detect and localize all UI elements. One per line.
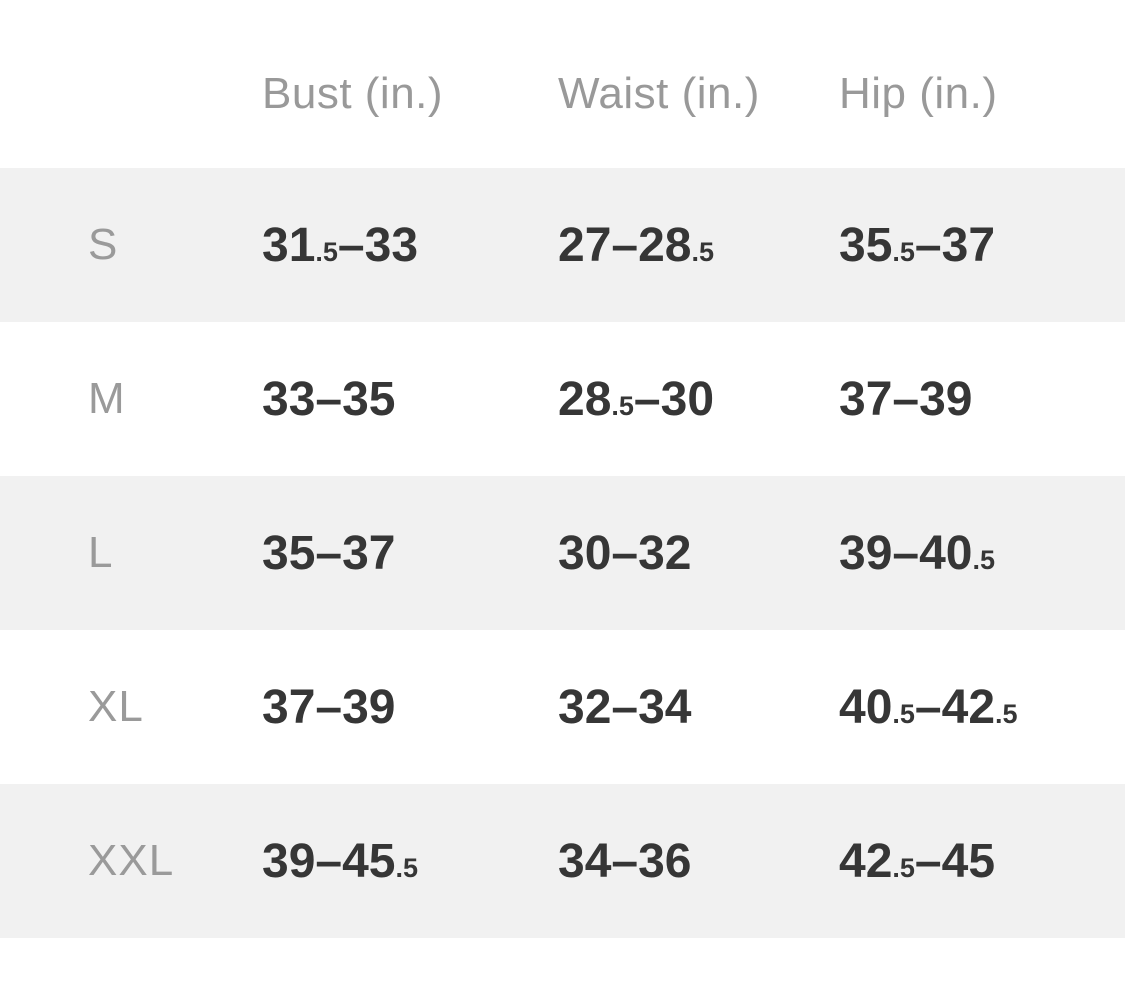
header-hip: Hip (in.) xyxy=(839,69,998,118)
value-number: 30 xyxy=(558,526,612,580)
value-number: 40 xyxy=(839,680,893,734)
value-number: 45 xyxy=(342,834,396,888)
value-number: 35 xyxy=(839,218,893,272)
header-waist: Waist (in.) xyxy=(558,69,760,118)
size-label: S xyxy=(88,220,119,269)
value-fraction: .5 xyxy=(972,544,996,575)
range-dash: – xyxy=(315,680,343,734)
waist-cell: 28.5–30 xyxy=(558,372,839,427)
value-number: 42 xyxy=(839,834,893,888)
range-dash: – xyxy=(914,834,942,888)
value-number: 35 xyxy=(342,372,396,426)
value-number: 39 xyxy=(919,372,973,426)
size-label: XL xyxy=(88,682,144,731)
hip-cell: 37–39 xyxy=(839,372,1125,427)
value-number: 27 xyxy=(558,218,612,272)
value-number: 35 xyxy=(262,526,316,580)
size-label: M xyxy=(88,374,126,423)
waist-cell: 27–28.5 xyxy=(558,218,839,273)
bust-cell: 33–35 xyxy=(262,372,558,427)
value-number: 28 xyxy=(638,218,692,272)
value-number: 30 xyxy=(660,372,715,426)
value-number: 28 xyxy=(558,372,612,426)
size-label: XXL xyxy=(88,836,175,885)
range-dash: – xyxy=(337,218,365,272)
range-dash: – xyxy=(611,834,639,888)
value-number: 34 xyxy=(638,680,692,734)
bust-cell: 37–39 xyxy=(262,680,558,735)
value-fraction: .5 xyxy=(892,852,915,883)
value-fraction: .5 xyxy=(892,236,915,267)
value-number: 36 xyxy=(638,834,692,888)
hip-cell: 39–40.5 xyxy=(839,526,1125,581)
value-number: 37 xyxy=(342,526,396,580)
bust-cell: 35–37 xyxy=(262,526,558,581)
value-number: 42 xyxy=(941,680,996,734)
waist-cell: 32–34 xyxy=(558,680,839,735)
hip-cell: 42.5–45 xyxy=(839,834,1125,889)
value-fraction: .5 xyxy=(995,698,1018,729)
table-row: XXL 39–45.5 34–36 42.5–45 xyxy=(0,784,1125,938)
value-number: 37 xyxy=(839,372,893,426)
value-number: 32 xyxy=(638,526,692,580)
value-fraction: .5 xyxy=(395,852,419,883)
range-dash: – xyxy=(315,834,343,888)
waist-cell: 34–36 xyxy=(558,834,839,889)
table-row: L 35–37 30–32 39–40.5 xyxy=(0,476,1125,630)
value-number: 37 xyxy=(262,680,316,734)
hip-cell: 40.5–42.5 xyxy=(839,680,1125,735)
range-dash: – xyxy=(914,218,942,272)
size-label: L xyxy=(88,528,114,577)
table-row: XL 37–39 32–34 40.5–42.5 xyxy=(0,630,1125,784)
value-fraction: .5 xyxy=(611,390,634,421)
value-number: 32 xyxy=(558,680,612,734)
value-number: 40 xyxy=(919,526,973,580)
table-header-row: Bust (in.) Waist (in.) Hip (in.) xyxy=(0,0,1125,168)
value-number: 45 xyxy=(941,834,996,888)
value-fraction: .5 xyxy=(315,236,338,267)
range-dash: – xyxy=(315,372,343,426)
range-dash: – xyxy=(892,526,920,580)
range-dash: – xyxy=(633,372,661,426)
bust-cell: 31.5–33 xyxy=(262,218,558,273)
value-number: 39 xyxy=(262,834,316,888)
table-row: M 33–35 28.5–30 37–39 xyxy=(0,322,1125,476)
range-dash: – xyxy=(611,526,639,580)
range-dash: – xyxy=(914,680,942,734)
value-number: 31 xyxy=(262,218,316,272)
range-dash: – xyxy=(892,372,920,426)
bust-cell: 39–45.5 xyxy=(262,834,558,889)
waist-cell: 30–32 xyxy=(558,526,839,581)
hip-cell: 35.5–37 xyxy=(839,218,1125,273)
value-number: 39 xyxy=(839,526,893,580)
table-body: S 31.5–33 27–28.5 35.5–37 M 33–35 28.5–30 37–39… xyxy=(0,168,1125,938)
range-dash: – xyxy=(315,526,343,580)
value-fraction: .5 xyxy=(691,236,715,267)
header-bust: Bust (in.) xyxy=(262,69,444,118)
value-number: 39 xyxy=(342,680,396,734)
range-dash: – xyxy=(611,218,639,272)
value-number: 34 xyxy=(558,834,612,888)
value-number: 33 xyxy=(262,372,316,426)
table-row: S 31.5–33 27–28.5 35.5–37 xyxy=(0,168,1125,322)
value-number: 33 xyxy=(364,218,419,272)
range-dash: – xyxy=(611,680,639,734)
value-number: 37 xyxy=(941,218,996,272)
value-fraction: .5 xyxy=(892,698,915,729)
